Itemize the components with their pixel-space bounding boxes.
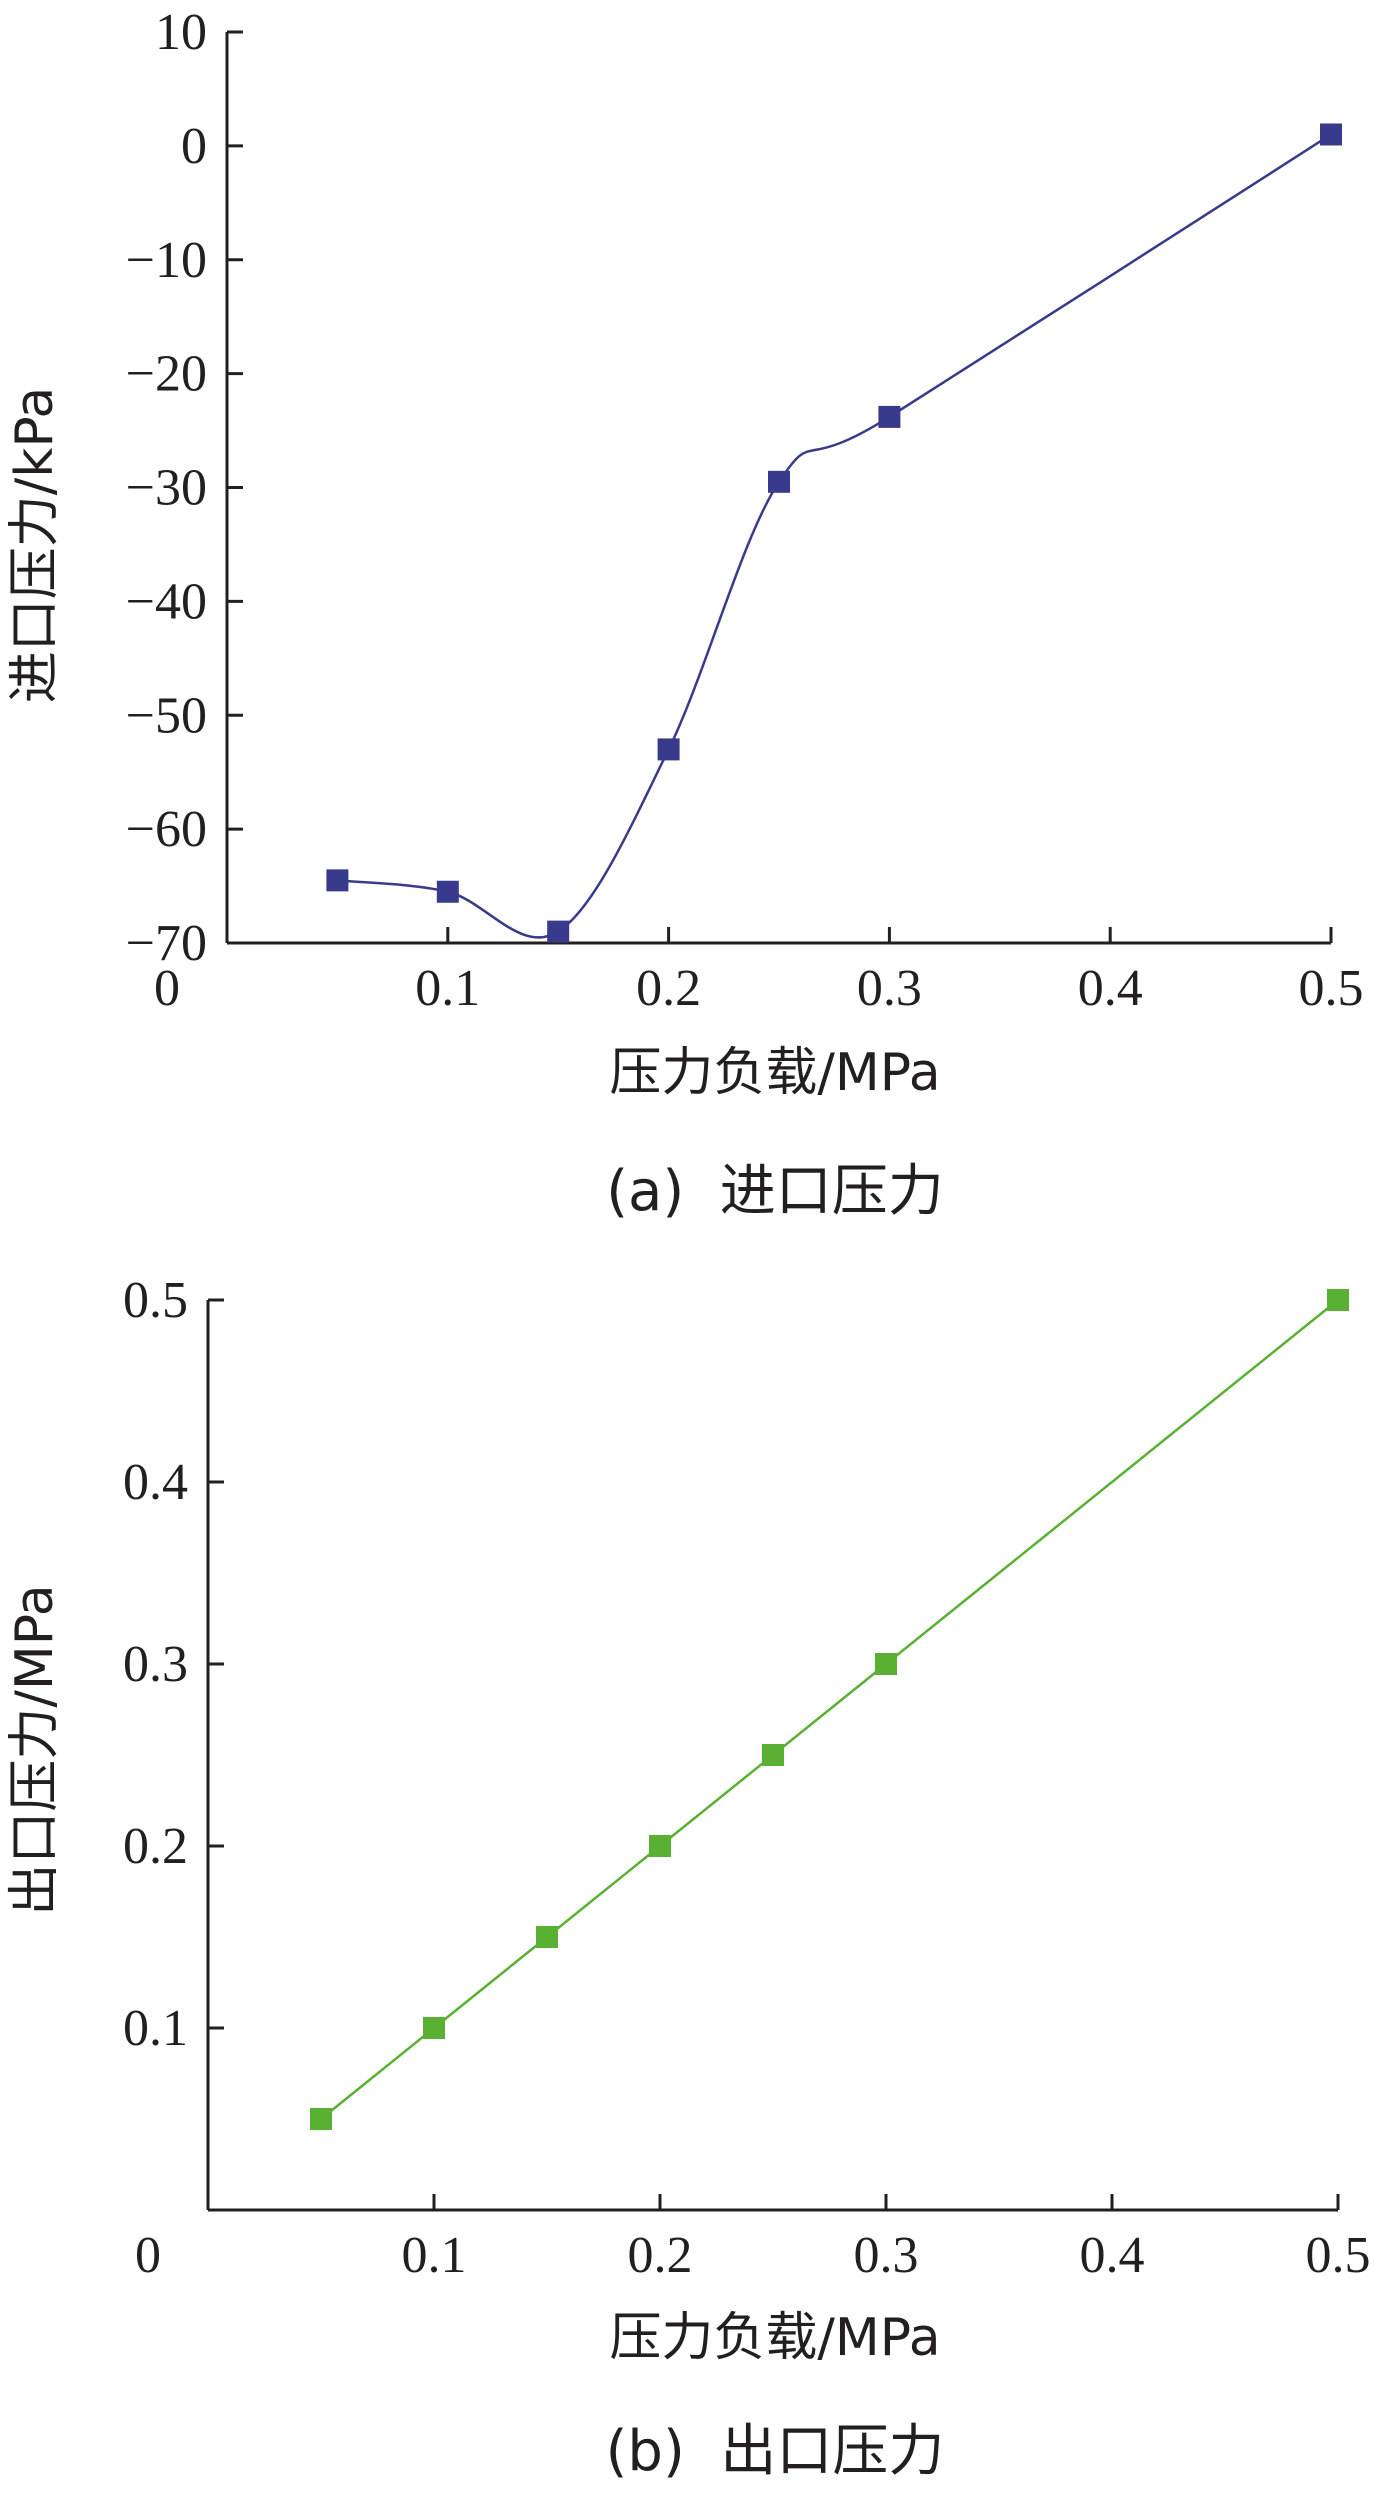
- data-point-marker: [310, 2108, 332, 2130]
- y-tick-label: −50: [126, 687, 207, 744]
- x-tick-label: 0.5: [1306, 2227, 1371, 2284]
- data-point-marker: [1320, 123, 1342, 146]
- series-line: [320, 1299, 1339, 2120]
- x-tick-label: 0.1: [402, 2227, 467, 2284]
- y-tick-label: −60: [126, 801, 207, 858]
- chart-inlet-pressure: 0 0.1 0.2 0.3 0.4 0.5 10 0 −10 −20 −30 −40 −50 −60 −7…: [5, 4, 1364, 1224]
- data-point-marker: [436, 880, 459, 903]
- chart-outlet-pressure: 0 0.1 0.2 0.3 0.4 0.5 0.5 0.4 0.3 0.2 0.1 压力负载/MP…: [5, 1272, 1371, 2484]
- data-point-marker: [547, 920, 570, 943]
- data-point-marker: [657, 738, 680, 761]
- y-tick-label: 0.3: [123, 1636, 188, 1693]
- y-tick-label: 0.5: [123, 1272, 188, 1329]
- x-tick-label: 0.2: [636, 960, 701, 1017]
- chart-a-x-ticks: 0 0.1 0.2 0.3 0.4 0.5: [154, 927, 1364, 1017]
- y-tick-label: 0: [181, 118, 207, 175]
- chart-b-x-axis-title: 压力负载/MPa: [609, 2308, 940, 2368]
- data-point-marker: [768, 470, 790, 493]
- chart-b-axes: [206, 1300, 1338, 2212]
- y-tick-label: −70: [126, 915, 207, 972]
- chart-a-series: [326, 123, 1342, 943]
- chart-a-y-ticks: 10 0 −10 −20 −30 −40 −50 −60 −70: [126, 4, 243, 972]
- x-tick-label: 0: [154, 960, 180, 1017]
- x-tick-label: 0.3: [857, 960, 922, 1017]
- data-point-marker: [878, 405, 901, 428]
- y-tick-label: 0.4: [123, 1454, 188, 1511]
- data-point-marker: [1327, 1289, 1349, 1311]
- x-tick-label: 0: [135, 2227, 161, 2284]
- chart-b-x-ticks: 0 0.1 0.2 0.3 0.4 0.5: [135, 2194, 1371, 2284]
- y-tick-label: −20: [126, 346, 207, 403]
- chart-b-caption: (b) 出口压力: [606, 2419, 945, 2484]
- data-point-marker: [536, 1926, 558, 1948]
- x-tick-label: 0.4: [1078, 960, 1143, 1017]
- data-point-marker: [875, 1653, 897, 1675]
- chart-b-y-axis-title: 出口压力/MPa: [5, 1584, 65, 1915]
- y-tick-label: 0.1: [123, 2000, 188, 2057]
- chart-a-caption: (a) 进口压力: [606, 1159, 944, 1224]
- data-point-marker: [762, 1744, 784, 1766]
- x-tick-label: 0.1: [415, 960, 480, 1017]
- data-point-marker: [423, 2017, 445, 2039]
- data-point-marker: [649, 1835, 671, 1857]
- chart-a-x-axis-title: 压力负载/MPa: [609, 1043, 940, 1103]
- y-tick-label: −30: [126, 460, 207, 517]
- y-tick-label: −10: [126, 232, 207, 289]
- y-tick-label: 0.2: [123, 1818, 188, 1875]
- x-tick-label: 0.3: [854, 2227, 919, 2284]
- x-tick-label: 0.2: [628, 2227, 693, 2284]
- chart-a-y-axis-title: 进口压力/kPa: [5, 387, 65, 704]
- chart-b-y-ticks: 0.5 0.4 0.3 0.2 0.1: [123, 1272, 224, 2057]
- x-tick-label: 0.5: [1299, 960, 1364, 1017]
- series-line: [337, 133, 1332, 939]
- data-point-marker: [326, 869, 349, 892]
- x-tick-label: 0.4: [1080, 2227, 1145, 2284]
- y-tick-label: 10: [155, 4, 207, 61]
- chart-b-series: [310, 1289, 1349, 2130]
- y-tick-label: −40: [126, 573, 207, 630]
